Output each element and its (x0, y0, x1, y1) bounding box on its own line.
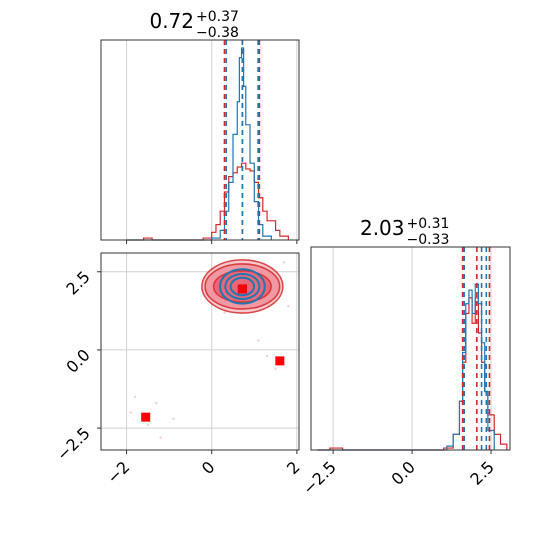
marker-square (141, 412, 151, 422)
x-tick-label: 0 (198, 457, 219, 478)
scatter-point (146, 423, 150, 427)
scatter-point (129, 411, 133, 414)
scatter-point (274, 367, 277, 370)
contour-blue (229, 276, 256, 297)
x-tick-label: −2.5 (299, 457, 340, 498)
contour-blue (224, 272, 261, 300)
scatter-point (257, 339, 260, 342)
x-tick-label: 2.5 (466, 457, 497, 488)
scatter-point (172, 417, 175, 420)
title-param-1-minus: −0.38 (196, 25, 239, 41)
contour-blue (219, 268, 266, 305)
scatter-point (265, 354, 269, 358)
title-param-2-value: 2.03 (360, 216, 405, 240)
x-tick-label: 0.0 (387, 457, 418, 488)
axes-frame (310, 246, 511, 451)
title-param-2-plus: +0.31 (407, 216, 450, 232)
axes-frame (100, 252, 300, 451)
scatter-point (223, 311, 226, 314)
scatter-point (159, 436, 162, 439)
marker-square (237, 284, 247, 294)
x-tick-label: −2 (103, 457, 133, 487)
scatter-point (155, 401, 158, 405)
y-tick-label: −2.5 (53, 424, 94, 465)
y-tick-label: 0.0 (62, 345, 93, 376)
marker-square (275, 356, 285, 366)
title-param-1-value: 0.72 (149, 9, 194, 33)
histogram-blue (126, 47, 272, 241)
histogram-red (126, 162, 289, 241)
scatter-point (282, 261, 286, 264)
axes-frame (100, 39, 300, 241)
title-param-2-minus: −0.33 (407, 232, 450, 248)
x-tick-label: 2 (283, 457, 304, 478)
scatter-point (133, 395, 137, 399)
title-param-1-plus: +0.37 (196, 9, 239, 25)
scatter-point (287, 304, 290, 308)
y-tick-label: 2.5 (62, 267, 93, 298)
histogram-blue (317, 283, 495, 451)
